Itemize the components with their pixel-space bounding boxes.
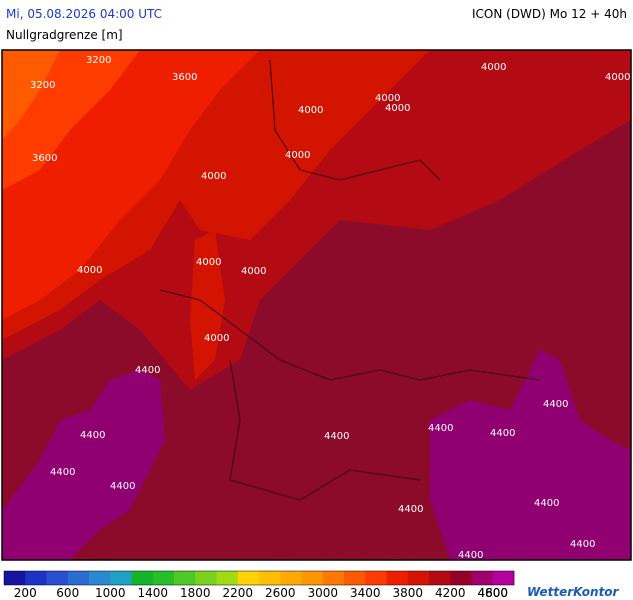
legend-swatch — [152, 571, 175, 585]
legend-label: 3800 — [392, 586, 423, 600]
contour-label: 4000 — [298, 105, 323, 116]
legend-label: 2200 — [222, 586, 253, 600]
legend-frame — [3, 570, 515, 586]
legend-swatch — [301, 571, 324, 585]
contour-label: 4400 — [50, 467, 75, 478]
legend: 200 600 1000 1400 1800 2200 2600 3000 3400 3800 42… — [3, 570, 515, 600]
legend-label: 1800 — [180, 586, 211, 600]
legend-label: 4600 — [477, 586, 508, 600]
legend-swatch — [4, 571, 26, 585]
contour-label: 4400 — [135, 365, 160, 376]
contour-label: 4000 — [481, 62, 506, 73]
contour-label: 4400 — [80, 430, 105, 441]
legend-swatch — [429, 571, 451, 585]
legend-swatch — [492, 571, 515, 585]
contour-label: 4400 — [490, 428, 515, 439]
contour-label: 4000 — [241, 266, 266, 277]
title: Mi, 05.08.2026 04:00 UTC — [6, 7, 162, 21]
contour-label: 4000 — [204, 333, 229, 344]
legend-swatch — [386, 571, 409, 585]
contour-label: 4400 — [110, 481, 135, 492]
legend-label: 4800 — [477, 586, 508, 600]
contour-label: 3600 — [172, 72, 197, 83]
subtitle: Nullgradgrenze [m] — [6, 28, 123, 42]
legend-swatch — [237, 571, 260, 585]
legend-swatch — [450, 571, 472, 585]
contour-label: 4400 — [324, 431, 349, 442]
contour-label: 4000 — [285, 150, 310, 161]
map-area — [430, 350, 631, 560]
contour-label: 3600 — [32, 153, 57, 164]
contour-label: 4000 — [605, 72, 630, 83]
border — [229, 359, 421, 501]
contour-label: 4400 — [458, 550, 483, 561]
legend-label: 2600 — [265, 586, 296, 600]
map-area — [2, 50, 60, 140]
legend-swatch — [407, 571, 430, 585]
contour-label: 4000 — [196, 257, 221, 268]
border — [159, 289, 541, 381]
contour-label: 4400 — [543, 399, 568, 410]
contour-label: 3200 — [86, 55, 111, 66]
border — [269, 59, 441, 181]
legend-swatch — [89, 571, 111, 585]
legend-swatch — [280, 571, 302, 585]
legend-label: 1000 — [95, 586, 126, 600]
legend-swatch — [216, 571, 239, 585]
legend-label: 600 — [56, 586, 79, 600]
contour-label: 4400 — [534, 498, 559, 509]
contour-label: 4000 — [201, 171, 226, 182]
legend-label: 200 — [14, 586, 37, 600]
map-frame — [1, 49, 632, 561]
contour-label: 4000 — [385, 103, 410, 114]
legend-label: 4200 — [435, 586, 466, 600]
legend-swatch — [195, 571, 217, 585]
legend-swatch — [344, 571, 366, 585]
legend-swatch — [131, 571, 154, 585]
contour-label: 4000 — [77, 265, 102, 276]
legend-label: 3400 — [350, 586, 381, 600]
legend-swatch — [174, 571, 196, 585]
legend-swatch — [322, 571, 345, 585]
model-run: ICON (DWD) Mo 12 + 40h — [472, 7, 627, 21]
map-area — [2, 370, 165, 560]
map: 3200320036003600400040004000400040004000… — [1, 49, 632, 561]
legend-swatch — [67, 571, 90, 585]
legend-swatch — [46, 571, 69, 585]
contour-label: 4400 — [570, 539, 595, 550]
map-area — [190, 230, 225, 380]
legend-label: 3000 — [307, 586, 338, 600]
legend-swatch — [259, 571, 281, 585]
contour-label: 4400 — [398, 504, 423, 515]
contour-label: 3200 — [30, 80, 55, 91]
contour-label: 4400 — [428, 423, 453, 434]
logo: WetterKontor — [527, 585, 620, 599]
legend-label: 1400 — [137, 586, 168, 600]
legend-swatch — [471, 571, 494, 585]
legend-swatch — [110, 571, 132, 585]
legend-swatch — [25, 571, 47, 585]
contour-label: 4000 — [375, 93, 400, 104]
legend-swatch — [365, 571, 387, 585]
